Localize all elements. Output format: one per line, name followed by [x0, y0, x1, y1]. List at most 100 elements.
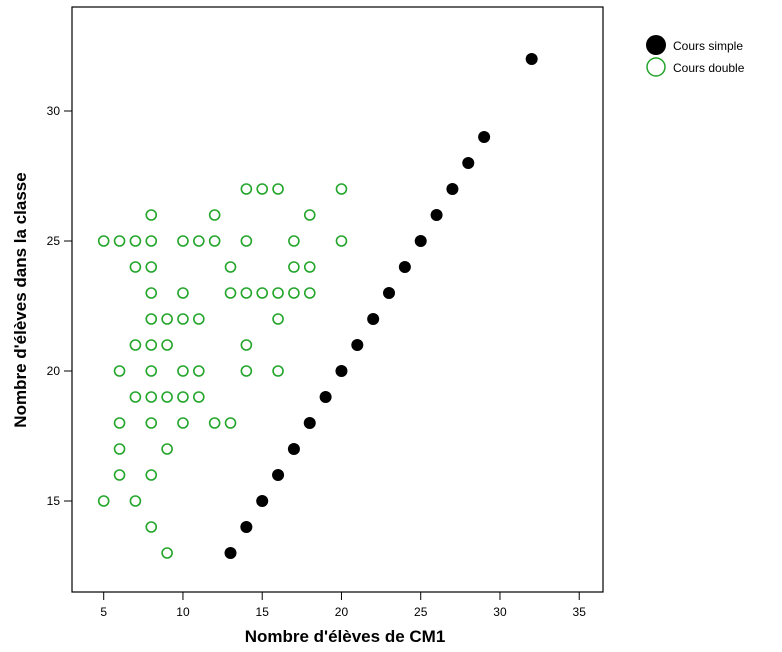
data-points [97, 53, 538, 559]
legend: Cours simple Cours double [646, 35, 745, 77]
x-tick-label: 25 [414, 605, 428, 619]
data-point-cours-simple [224, 547, 237, 559]
data-point-cours-simple [240, 521, 253, 533]
data-point-cours-double [145, 521, 158, 533]
data-point-cours-simple [367, 313, 380, 325]
data-point-cours-double [240, 235, 253, 247]
legend-label-cours-simple: Cours simple [673, 39, 743, 53]
data-point-cours-double [240, 183, 253, 195]
legend-item-cours-simple: Cours simple [646, 35, 743, 55]
data-point-cours-double [129, 391, 142, 403]
data-point-cours-simple [398, 261, 411, 273]
data-point-cours-simple [383, 287, 396, 299]
data-point-cours-double [177, 287, 189, 299]
y-tick-label: 25 [47, 234, 61, 248]
data-point-cours-double [193, 313, 205, 325]
data-point-cours-double [193, 365, 205, 377]
x-tick-label: 5 [100, 605, 107, 619]
data-point-cours-double [272, 313, 284, 325]
data-point-cours-double [335, 235, 348, 247]
x-tick-label: 35 [573, 605, 587, 619]
data-point-cours-simple [319, 391, 332, 403]
data-point-cours-double [256, 287, 269, 299]
data-point-cours-simple [303, 417, 316, 429]
data-point-cours-double [288, 287, 300, 299]
data-point-cours-double [193, 391, 205, 403]
data-point-cours-double [256, 183, 269, 195]
data-point-cours-double [272, 365, 284, 377]
data-point-cours-double [303, 261, 316, 273]
y-tick-label: 15 [47, 494, 61, 508]
data-point-cours-double [272, 287, 284, 299]
data-point-cours-double [113, 469, 126, 481]
data-point-cours-double [161, 443, 173, 455]
data-point-cours-double [177, 391, 189, 403]
data-point-cours-double [129, 261, 142, 273]
legend-marker-cours-double [646, 57, 666, 77]
y-tick-label: 30 [47, 104, 61, 118]
plot-frame [71, 6, 604, 593]
data-point-cours-double [240, 339, 253, 351]
x-axis-title: Nombre d'élèves de CM1 [245, 627, 446, 646]
data-point-cours-double [113, 417, 126, 429]
data-point-cours-double [145, 235, 158, 247]
data-point-cours-double [303, 209, 316, 221]
data-point-cours-double [113, 443, 126, 455]
data-point-cours-double [129, 339, 142, 351]
data-point-cours-double [145, 287, 158, 299]
data-point-cours-simple [430, 209, 443, 221]
data-point-cours-double [129, 235, 142, 247]
y-tick-label: 20 [47, 364, 61, 378]
data-point-cours-double [145, 261, 158, 273]
y-axis: 15 20 25 30 [47, 104, 72, 508]
legend-item-cours-double: Cours double [646, 57, 745, 77]
data-point-cours-double [145, 417, 158, 429]
data-point-cours-double [145, 365, 158, 377]
data-point-cours-simple [478, 131, 491, 143]
data-point-cours-double [240, 287, 253, 299]
data-point-cours-double [177, 313, 189, 325]
data-point-cours-double [161, 339, 173, 351]
data-point-cours-simple [525, 53, 538, 65]
data-point-cours-double [224, 287, 237, 299]
data-point-cours-double [129, 495, 142, 507]
data-point-cours-double [145, 469, 158, 481]
data-point-cours-double [145, 339, 158, 351]
x-tick-label: 15 [256, 605, 270, 619]
data-point-cours-double [193, 235, 205, 247]
data-point-cours-double [208, 235, 221, 247]
x-tick-label: 20 [335, 605, 349, 619]
data-point-cours-double [145, 313, 158, 325]
data-point-cours-double [288, 261, 300, 273]
x-tick-label: 30 [493, 605, 507, 619]
data-point-cours-double [145, 209, 158, 221]
data-point-cours-double [113, 365, 126, 377]
data-point-cours-double [208, 209, 221, 221]
data-point-cours-simple [287, 443, 300, 455]
data-point-cours-double [272, 183, 284, 195]
data-point-cours-double [161, 313, 173, 325]
data-point-cours-double [145, 391, 158, 403]
data-point-cours-simple [335, 365, 348, 377]
data-point-cours-double [161, 391, 173, 403]
data-point-cours-simple [272, 469, 285, 481]
data-point-cours-double [335, 183, 348, 195]
data-point-cours-double [224, 261, 237, 273]
data-point-cours-double [97, 495, 110, 507]
legend-marker-cours-simple [646, 35, 666, 55]
data-point-cours-simple [414, 235, 427, 247]
data-point-cours-double [97, 235, 110, 247]
data-point-cours-simple [256, 495, 269, 507]
data-point-cours-double [303, 287, 316, 299]
data-point-cours-simple [351, 339, 364, 351]
data-point-cours-double [161, 547, 173, 559]
data-point-cours-double [177, 417, 189, 429]
data-point-cours-double [177, 365, 189, 377]
data-point-cours-simple [446, 183, 459, 195]
data-point-cours-double [240, 365, 253, 377]
data-point-cours-double [113, 235, 126, 247]
data-point-cours-double [288, 235, 300, 247]
y-axis-title: Nombre d'élèves dans la classe [11, 172, 30, 427]
data-point-cours-double [224, 417, 237, 429]
